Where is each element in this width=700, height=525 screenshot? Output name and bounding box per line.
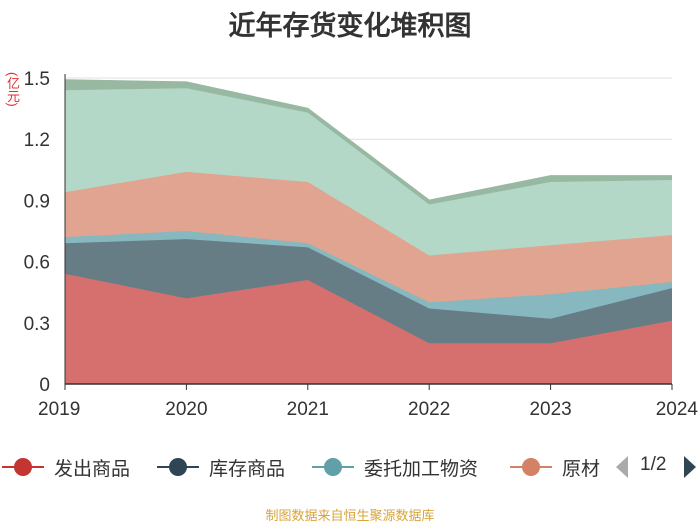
legend-prev-icon[interactable] bbox=[616, 456, 628, 478]
x-tick-label: 2019 bbox=[38, 399, 80, 420]
legend: 发出商品 库存商品 委托加工物资 原材料 bbox=[0, 450, 700, 484]
area-series-4 bbox=[65, 171, 672, 303]
legend-marker-icon bbox=[2, 458, 44, 476]
series-line-6 bbox=[64, 79, 672, 202]
series-line-3 bbox=[64, 230, 673, 304]
legend-item-3[interactable]: 委托加工物资 bbox=[310, 450, 500, 484]
legend-marker-icon bbox=[157, 458, 199, 476]
legend-next-icon[interactable] bbox=[684, 456, 696, 478]
area-series-5 bbox=[65, 88, 672, 256]
area-series-1 bbox=[65, 273, 672, 384]
x-tick-label: 2022 bbox=[408, 399, 450, 420]
y-tick-label: 0.6 bbox=[24, 253, 50, 274]
y-tick-label: 1.5 bbox=[24, 69, 50, 90]
y-axis-unit: (亿元) bbox=[5, 72, 20, 107]
legend-label: 库存商品 bbox=[209, 458, 286, 480]
data-source: 制图数据来自恒生聚源数据库 bbox=[265, 508, 435, 523]
x-tick-label: 2020 bbox=[165, 399, 207, 420]
area-series-2 bbox=[65, 239, 672, 344]
y-tick-label: 1.2 bbox=[24, 130, 50, 151]
y-tick-label: 0.3 bbox=[24, 314, 50, 335]
legend-pager: 1/2 bbox=[612, 452, 700, 482]
y-tick-label: 0 bbox=[39, 375, 50, 396]
stacked-area-chart: 0 0.3 0.6 0.9 1.2 1.5 2019 2020 2021 2022 2023 2024 bbox=[24, 69, 699, 420]
legend-item-2[interactable]: 库存商品 bbox=[155, 450, 305, 484]
legend-page-indicator: 1/2 bbox=[640, 454, 667, 475]
y-tick-label: 0.9 bbox=[24, 191, 50, 212]
legend-marker-icon bbox=[510, 458, 552, 476]
chart-title: 近年存货变化堆积图 bbox=[228, 11, 472, 41]
x-tick-label: 2023 bbox=[529, 399, 571, 420]
x-tick-label: 2024 bbox=[656, 399, 699, 420]
series-line-5 bbox=[64, 87, 673, 206]
legend-marker-icon bbox=[312, 458, 354, 476]
legend-item-1[interactable]: 发出商品 bbox=[0, 450, 150, 484]
legend-item-4[interactable]: 原材料 bbox=[508, 450, 600, 484]
legend-label: 原材料 bbox=[562, 458, 600, 480]
x-tick-label: 2021 bbox=[287, 399, 329, 420]
legend-label: 发出商品 bbox=[54, 458, 131, 480]
legend-label: 委托加工物资 bbox=[364, 458, 479, 480]
